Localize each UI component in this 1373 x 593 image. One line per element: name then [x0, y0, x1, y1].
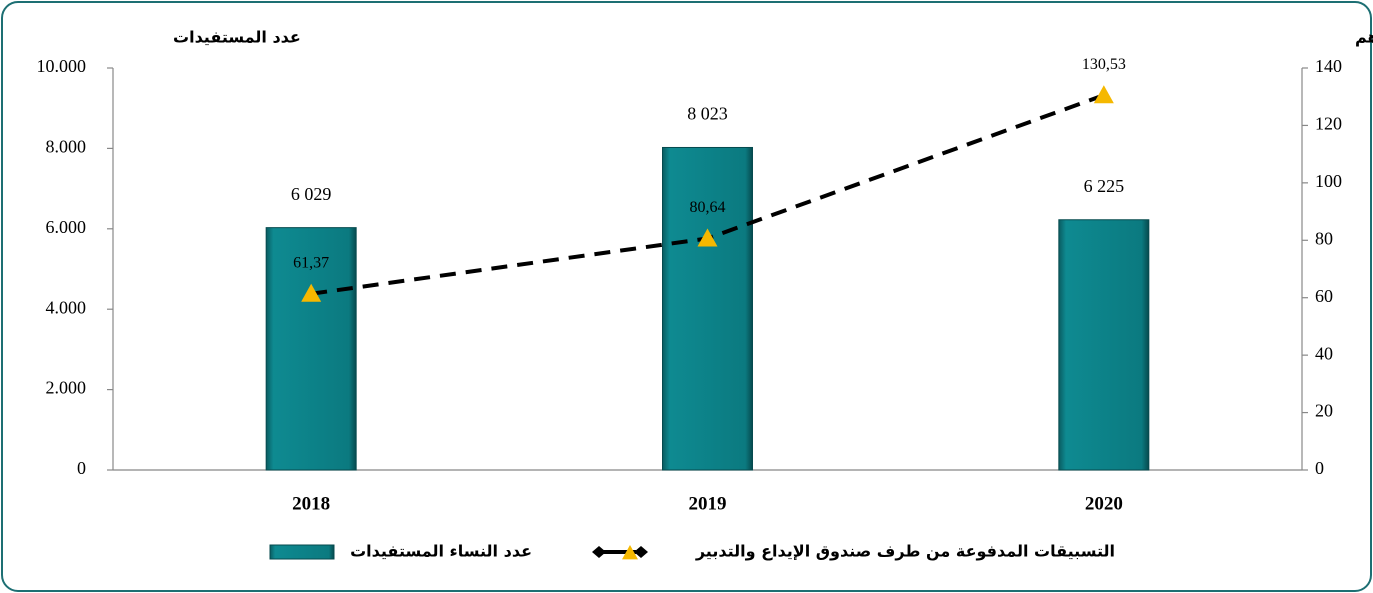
y-tick-label: 2.000	[46, 378, 87, 398]
bar	[662, 146, 753, 471]
legend-label: عدد النساء المستفيدات	[350, 542, 532, 561]
legend-swatch	[622, 545, 638, 560]
marker	[301, 283, 322, 302]
y2-tick-label: 40	[1315, 343, 1333, 363]
y2-tick-label: 20	[1315, 401, 1333, 421]
y2-axis-title: النفقات بملايين الدراهم	[1355, 28, 1373, 47]
point-value-label: 61,37	[293, 254, 329, 271]
marker	[697, 228, 718, 247]
bar-value-label: 8 023	[687, 104, 728, 124]
legend-label: التسبيقات المدفوعة من طرف صندوق الإيداع …	[695, 542, 1115, 561]
legend-swatch	[592, 546, 606, 558]
bar-value-label: 6 225	[1084, 176, 1125, 196]
y-tick-label: 6.000	[46, 217, 87, 237]
x-tick-label: 2020	[1085, 493, 1123, 514]
y-axis-title: عدد المستفيدات	[173, 28, 301, 47]
y2-tick-label: 0	[1315, 458, 1324, 478]
y2-tick-label: 80	[1315, 228, 1333, 248]
legend-swatch	[269, 544, 335, 560]
y-tick-label: 10.000	[37, 56, 87, 76]
y-tick-label: 0	[77, 458, 86, 478]
bar	[1058, 219, 1150, 471]
y-tick-label: 8.000	[46, 137, 87, 157]
y2-tick-label: 140	[1315, 56, 1342, 76]
bar-value-label: 6 029	[291, 184, 332, 204]
legend-swatch	[634, 546, 648, 558]
y2-tick-label: 60	[1315, 286, 1333, 306]
point-value-label: 130,53	[1082, 56, 1126, 73]
point-value-label: 80,64	[690, 199, 726, 216]
x-tick-label: 2018	[292, 493, 330, 514]
y-tick-label: 4.000	[46, 297, 87, 317]
y2-tick-label: 100	[1315, 171, 1342, 191]
marker	[1093, 85, 1114, 104]
y2-tick-label: 120	[1315, 114, 1342, 134]
x-tick-label: 2019	[689, 493, 727, 514]
bar	[265, 227, 357, 471]
